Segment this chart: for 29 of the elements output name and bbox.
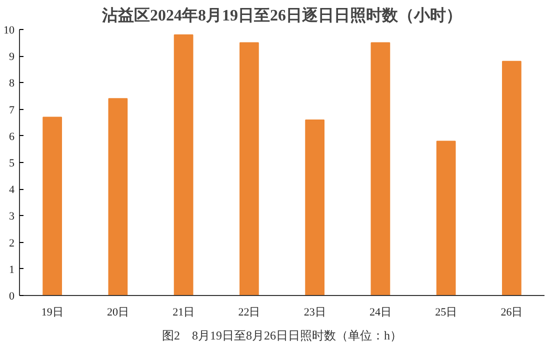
y-tick-label: 5 [9, 158, 15, 170]
y-tick-label: 2 [9, 237, 14, 250]
y-tick-label: 0 [9, 290, 15, 302]
bar [305, 119, 324, 296]
x-tick-label: 19日 [41, 306, 64, 318]
bar [42, 116, 62, 296]
x-tick-label: 21日 [172, 306, 195, 318]
bar [502, 60, 522, 296]
bar [240, 42, 259, 296]
caption: 图2 8月19日至8月26日日照时数（单位：h） [162, 328, 402, 342]
x-tick-label: 24日 [369, 306, 392, 318]
x-tick-label: 20日 [106, 306, 129, 318]
bar [436, 140, 456, 296]
y-tick-label: 10 [4, 24, 15, 36]
y-tick-label: 7 [9, 104, 15, 116]
x-tick-label: 26日 [500, 306, 523, 318]
x-tick-label: 23日 [304, 306, 326, 318]
bar [108, 98, 128, 296]
chart-title: 沾益区2024年8月19日至26日逐日日照时数（小时） [101, 6, 462, 24]
bar [174, 34, 194, 296]
x-tick-label: 22日 [238, 306, 260, 318]
bar [370, 42, 390, 296]
y-tick-label: 1 [9, 264, 14, 276]
y-tick-label: 6 [9, 130, 15, 143]
x-tick-label: 25日 [435, 306, 458, 318]
y-tick-label: 8 [9, 78, 15, 90]
y-tick-label: 3 [9, 210, 15, 223]
y-tick-label: 4 [9, 184, 15, 196]
y-tick-label: 9 [9, 51, 15, 64]
